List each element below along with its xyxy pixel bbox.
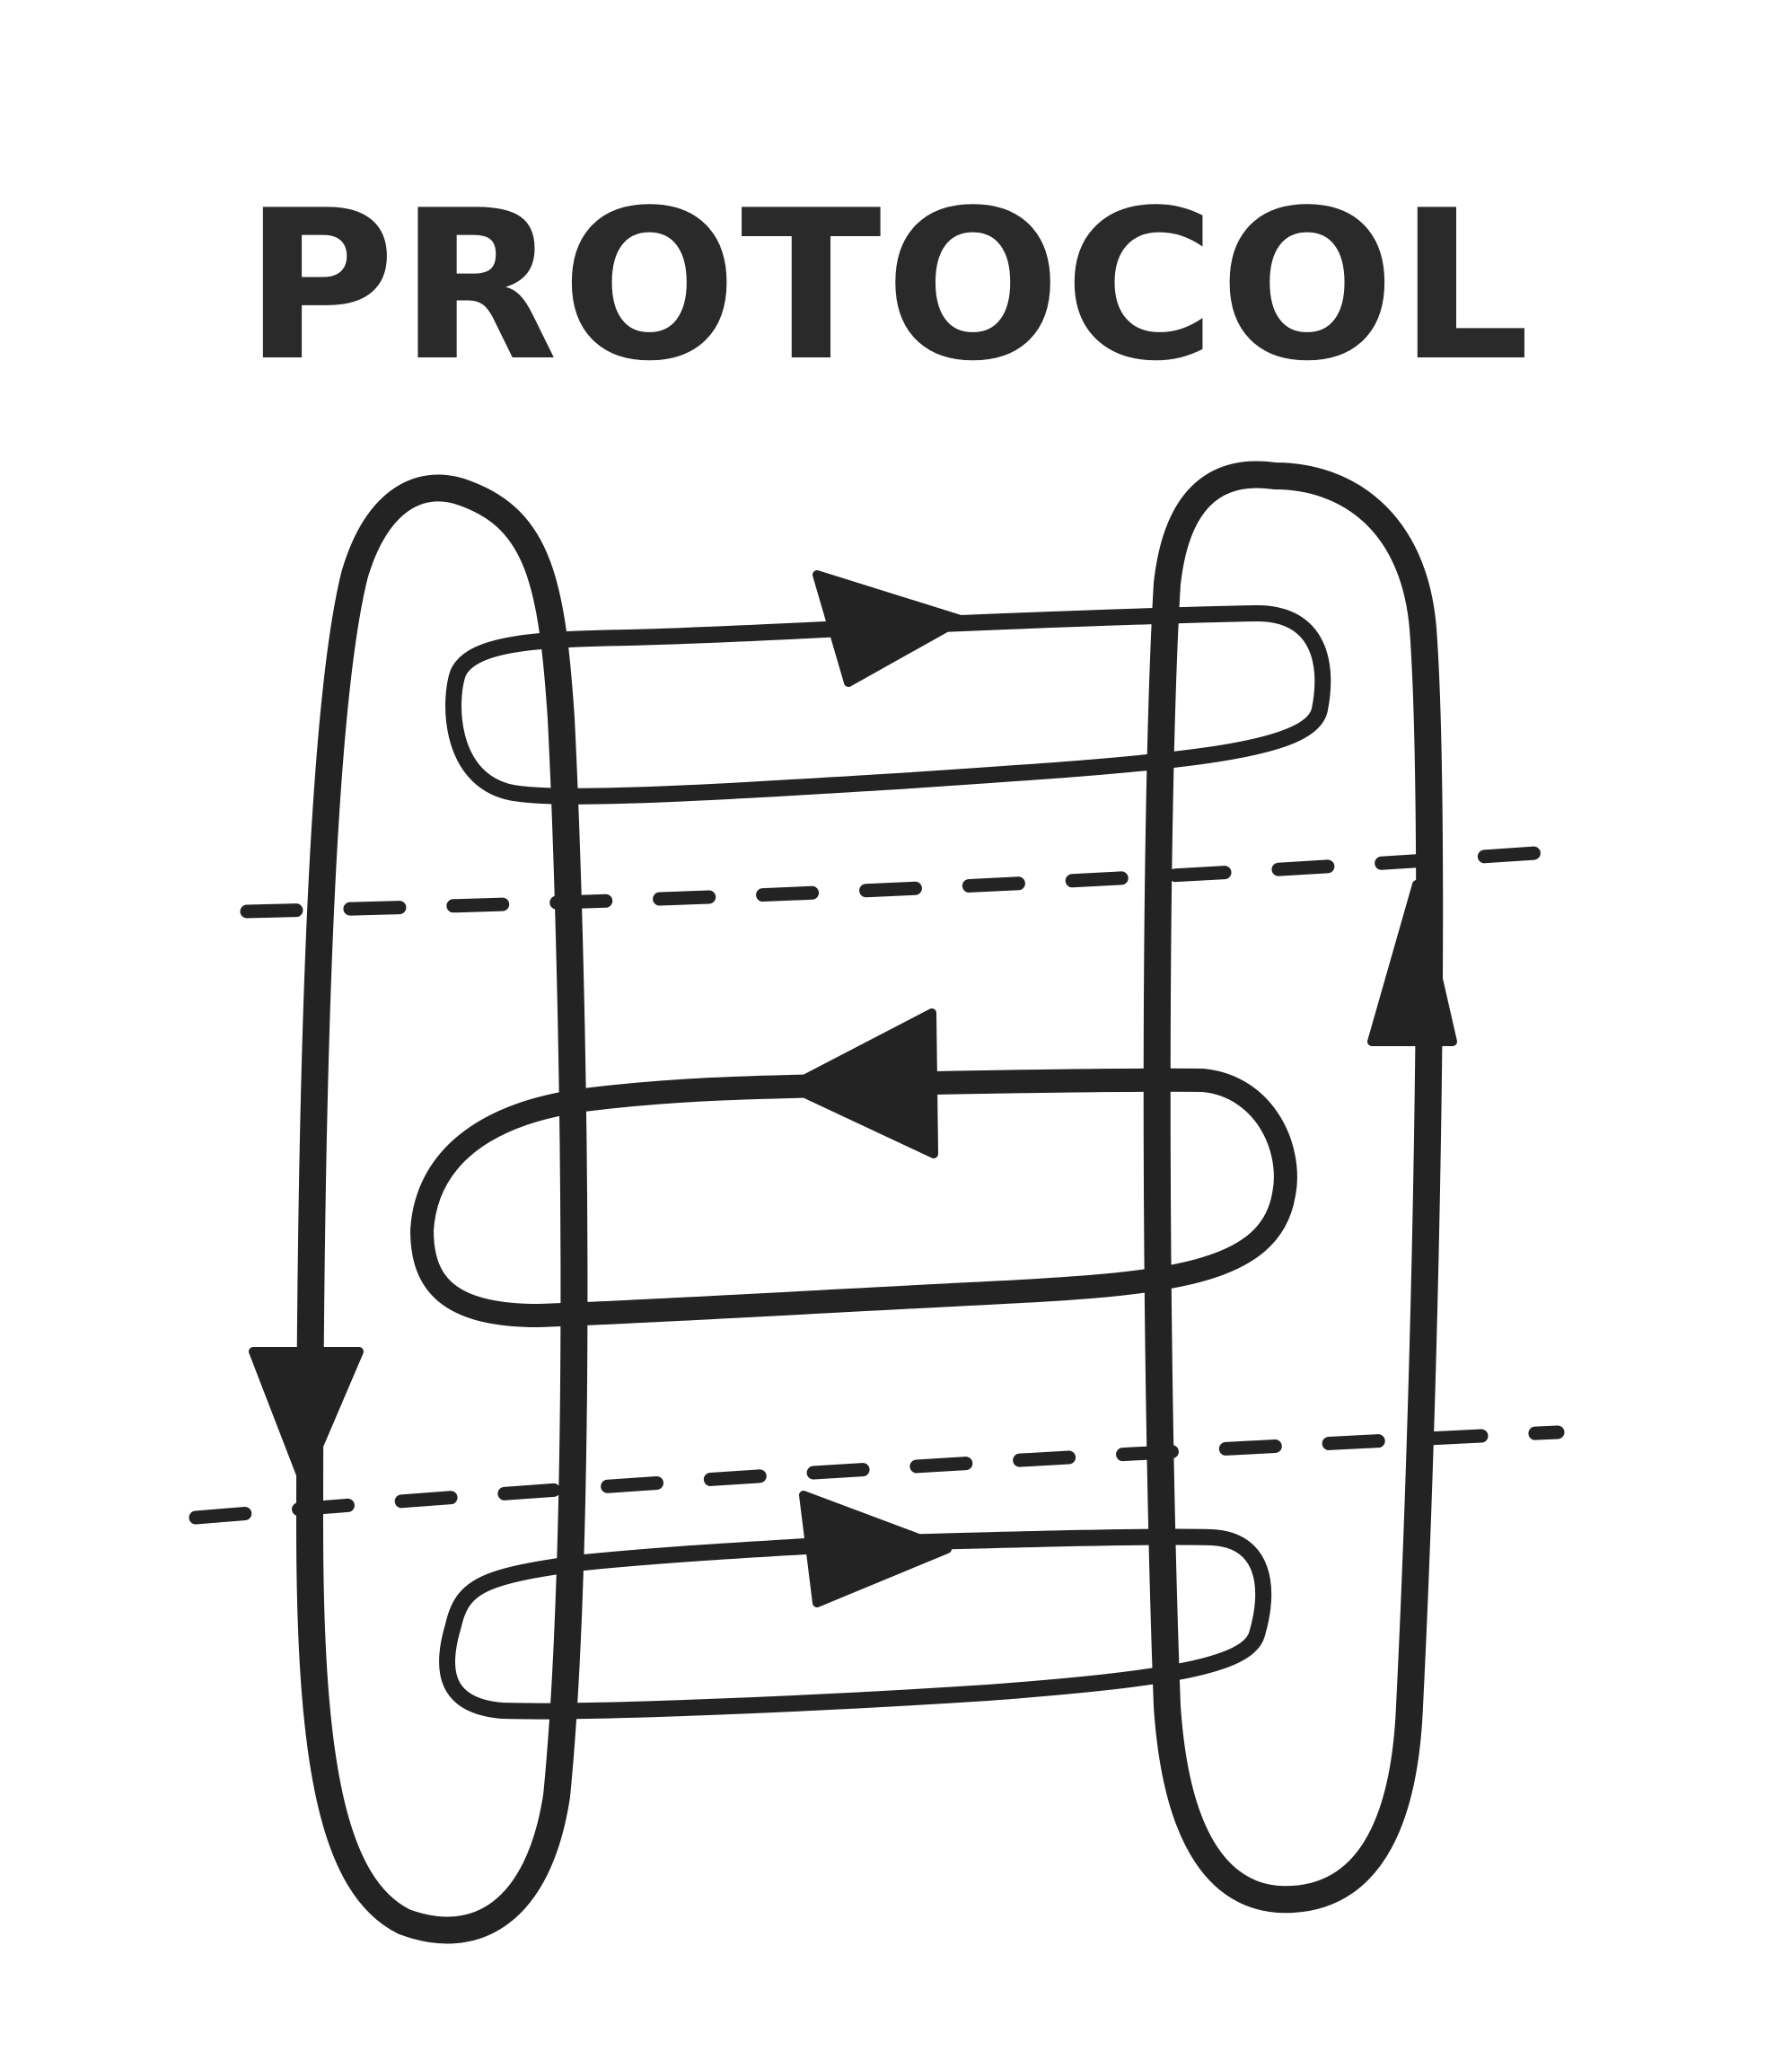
diagram-title: PROTOCOL (244, 167, 1533, 407)
message-loop-1 (445, 605, 1331, 805)
message-loop-3 (439, 1528, 1272, 1720)
left-lane-loop (296, 474, 588, 1944)
arrow-down-left-icon (249, 1347, 364, 1486)
arrow-up-right-icon (1367, 880, 1457, 1046)
separator-line-1 (240, 846, 1542, 919)
arrow-left-2-icon (786, 1008, 938, 1158)
separator-line-2 (189, 1425, 1565, 1525)
message-loop-2 (410, 1068, 1297, 1327)
arrow-right-3-icon (799, 1491, 952, 1607)
arrow-right-1-icon (813, 570, 965, 687)
